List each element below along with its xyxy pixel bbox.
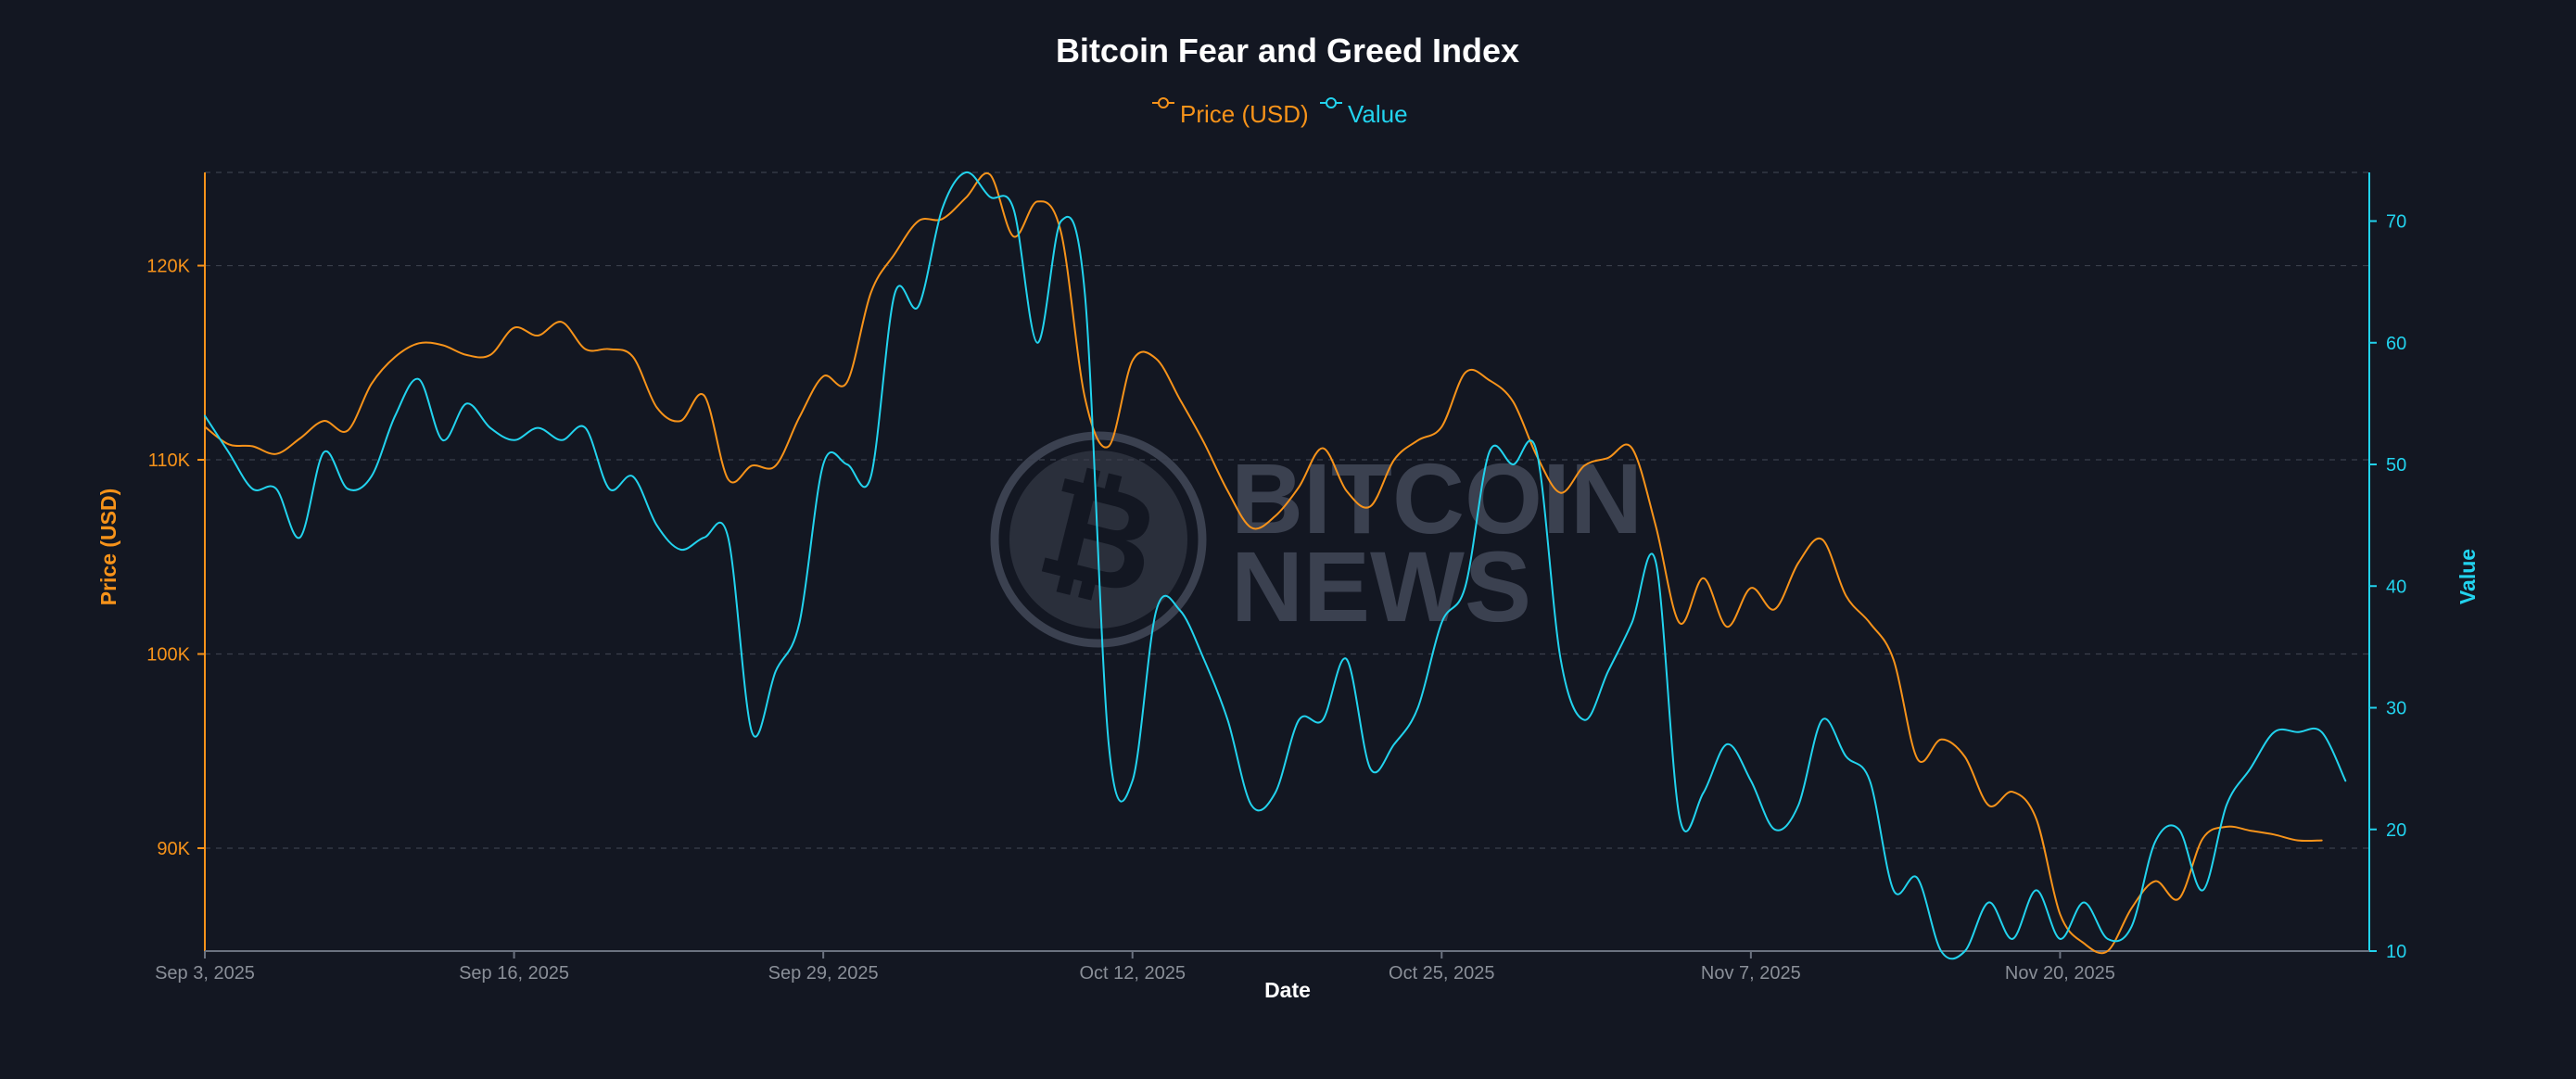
tick-labels: 90K 100K 110K 120K 10 20 30 40 50 60 70 Sep 3, 2025…	[146, 212, 2406, 984]
legend[interactable]: Price (USD) Value	[1152, 97, 1408, 128]
axes	[197, 172, 2377, 958]
y-right-tick-label: 70	[2386, 212, 2406, 233]
legend-marker-value	[1326, 97, 1337, 108]
y-left-tick-label: 100K	[146, 645, 190, 666]
y-right-tick-label: 50	[2386, 455, 2406, 476]
y-right-tick-label: 60	[2386, 334, 2406, 354]
x-axis-title: Date	[1264, 978, 1311, 1002]
x-tick-label: Oct 12, 2025	[1079, 963, 1186, 984]
watermark-line-1: BITCOIN	[1231, 442, 1643, 554]
chart-title: Bitcoin Fear and Greed Index	[1056, 32, 1519, 70]
y-right-tick-label: 10	[2386, 942, 2406, 962]
y-left-tick-label: 120K	[146, 257, 190, 277]
x-tick-label: Nov 7, 2025	[1701, 963, 1801, 984]
x-tick-label: Sep 16, 2025	[459, 963, 569, 984]
x-tick-label: Oct 25, 2025	[1389, 963, 1495, 984]
legend-marker-price	[1158, 97, 1169, 108]
y-right-axis-title: Value	[2455, 549, 2480, 604]
legend-item-price[interactable]: Price (USD)	[1152, 97, 1309, 128]
series-line-price	[204, 171, 2323, 955]
legend-label-value: Value	[1348, 100, 1408, 128]
y-right-tick-label: 20	[2386, 820, 2406, 841]
series-line-value	[204, 171, 2347, 960]
y-right-tick-label: 40	[2386, 577, 2406, 597]
legend-label-price: Price (USD)	[1180, 100, 1309, 128]
x-tick-label: Nov 20, 2025	[2005, 963, 2115, 984]
x-tick-label: Sep 3, 2025	[155, 963, 255, 984]
watermark-line-2: NEWS	[1231, 530, 1531, 642]
y-left-tick-label: 90K	[157, 839, 190, 859]
legend-item-value[interactable]: Value	[1320, 97, 1408, 128]
watermark: ₿ BITCOIN NEWS	[990, 431, 1643, 648]
y-right-tick-label: 30	[2386, 699, 2406, 719]
x-tick-label: Sep 29, 2025	[768, 963, 879, 984]
grid-lines	[205, 171, 2369, 849]
y-left-tick-label: 110K	[148, 451, 191, 471]
y-left-axis-title: Price (USD)	[96, 489, 121, 606]
series-layer	[204, 171, 2347, 960]
bitcoin-logo-icon: ₿	[990, 431, 1207, 648]
